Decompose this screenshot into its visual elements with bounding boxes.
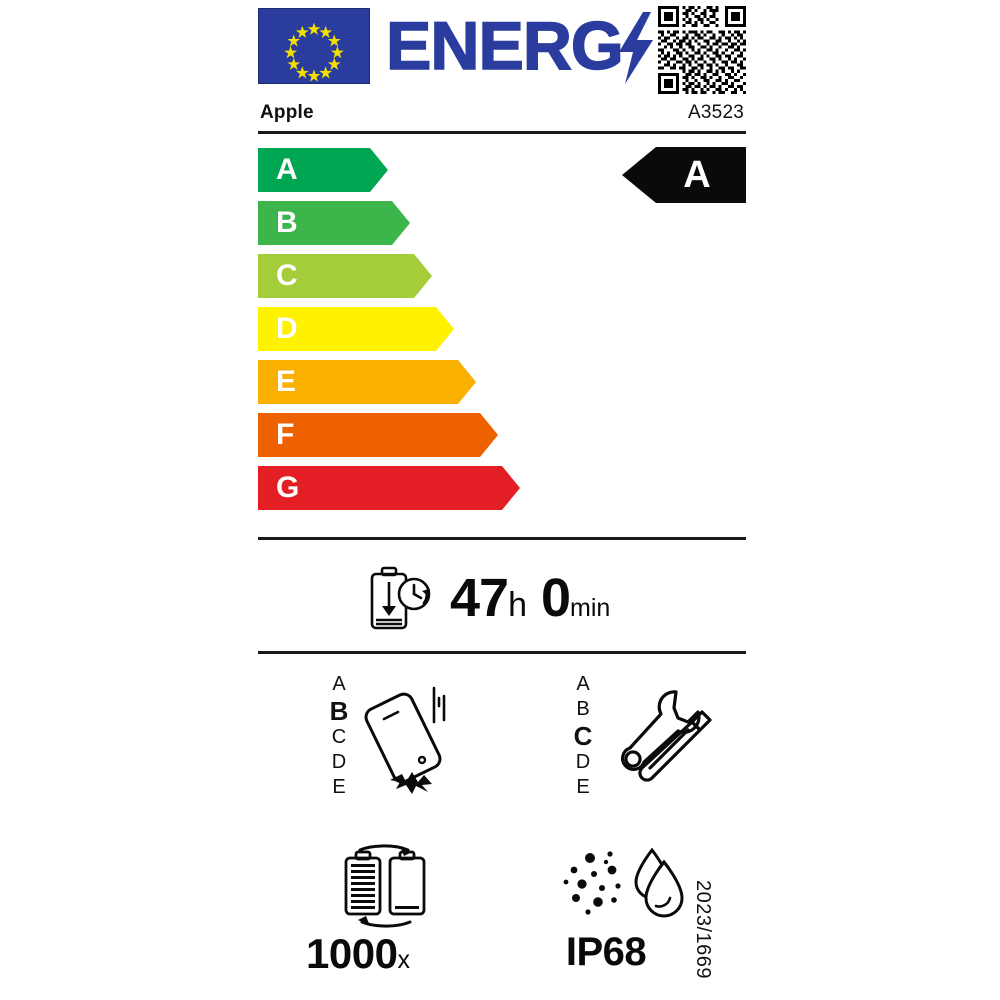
- energy-class-bar-a: A: [258, 148, 388, 192]
- battery-life-value: 47h 0min: [450, 556, 610, 640]
- energy-class-bar-e: E: [258, 360, 476, 404]
- battery-minutes-unit: min: [570, 594, 611, 622]
- regulation-reference: 2023/1669: [692, 880, 714, 980]
- supplier-name: Apple: [260, 102, 314, 123]
- energy-class-label-g: G: [276, 471, 300, 504]
- separator-line-top: [258, 537, 746, 540]
- energy-class-label-b: B: [276, 206, 298, 239]
- wrench-screwdriver-icon: [606, 676, 716, 794]
- battery-cycles-unit: x: [397, 946, 410, 974]
- energy-class-bar-c: C: [258, 254, 432, 298]
- energy-class-arrow-e: [258, 360, 476, 404]
- drop-grade-d: D: [331, 751, 347, 773]
- energy-class-label-c: C: [276, 259, 298, 292]
- awarded-class-letter: A: [683, 154, 711, 196]
- awarded-class-badge: A: [622, 147, 746, 203]
- drop-grade-c: C: [331, 726, 347, 748]
- lightning-bolt-icon: [613, 12, 657, 84]
- battery-clock-icon: [364, 564, 440, 632]
- energy-class-arrow-g: [258, 466, 520, 510]
- battery-hours-unit: h: [508, 586, 527, 624]
- qr-code-icon: [658, 6, 746, 94]
- energy-class-arrow-d: [258, 307, 454, 351]
- eu-flag-icon: [258, 8, 370, 84]
- ingress-protection-cell: IP68: [502, 838, 746, 998]
- energy-class-label-f: F: [276, 418, 295, 451]
- model-identifier: A3523: [688, 102, 744, 123]
- supplier-model-row: Apple A3523: [258, 100, 746, 134]
- energy-class-label-a: A: [276, 153, 298, 186]
- repair-grade-b: B: [576, 698, 590, 720]
- battery-cycles-count: 1000: [306, 930, 398, 977]
- repair-grade-a: A: [576, 673, 590, 695]
- repair-grade-c: C: [573, 721, 593, 751]
- phone-drop-icon: [362, 676, 472, 794]
- energy-class-bar-b: B: [258, 201, 410, 245]
- repair-grade-d: D: [575, 751, 591, 773]
- label-header: ENERG: [258, 6, 746, 94]
- battery-minutes: 0: [541, 568, 571, 628]
- drop-grade-e: E: [332, 776, 346, 798]
- battery-hours: 47: [450, 568, 509, 628]
- energ-wordmark: ENERG: [385, 7, 624, 85]
- energy-class-arrow-b: [258, 201, 410, 245]
- dust-water-icon: [560, 844, 688, 926]
- battery-life-row: 47h 0min: [258, 556, 746, 640]
- drop-grade-a: A: [332, 673, 346, 695]
- energy-class-arrow-c: [258, 254, 432, 298]
- energy-class-label-e: E: [276, 365, 297, 398]
- battery-cycles-cell: 1000x: [258, 838, 502, 998]
- repair-grade-e: E: [576, 776, 590, 798]
- ip-rating-value: IP68: [565, 930, 647, 974]
- battery-cycle-icon: [324, 842, 448, 928]
- energy-class-bar-f: F: [258, 413, 498, 457]
- separator-line-bottom: [258, 651, 746, 654]
- energy-class-arrow-f: [258, 413, 498, 457]
- energy-class-arrow-a: [258, 148, 388, 192]
- battery-cycles-value: 1000x: [258, 930, 458, 978]
- energy-class-label-d: D: [276, 312, 298, 345]
- energy-class-bar-g: G: [258, 466, 520, 510]
- energy-class-bar-d: D: [258, 307, 454, 351]
- drop-grade-b: B: [329, 696, 349, 726]
